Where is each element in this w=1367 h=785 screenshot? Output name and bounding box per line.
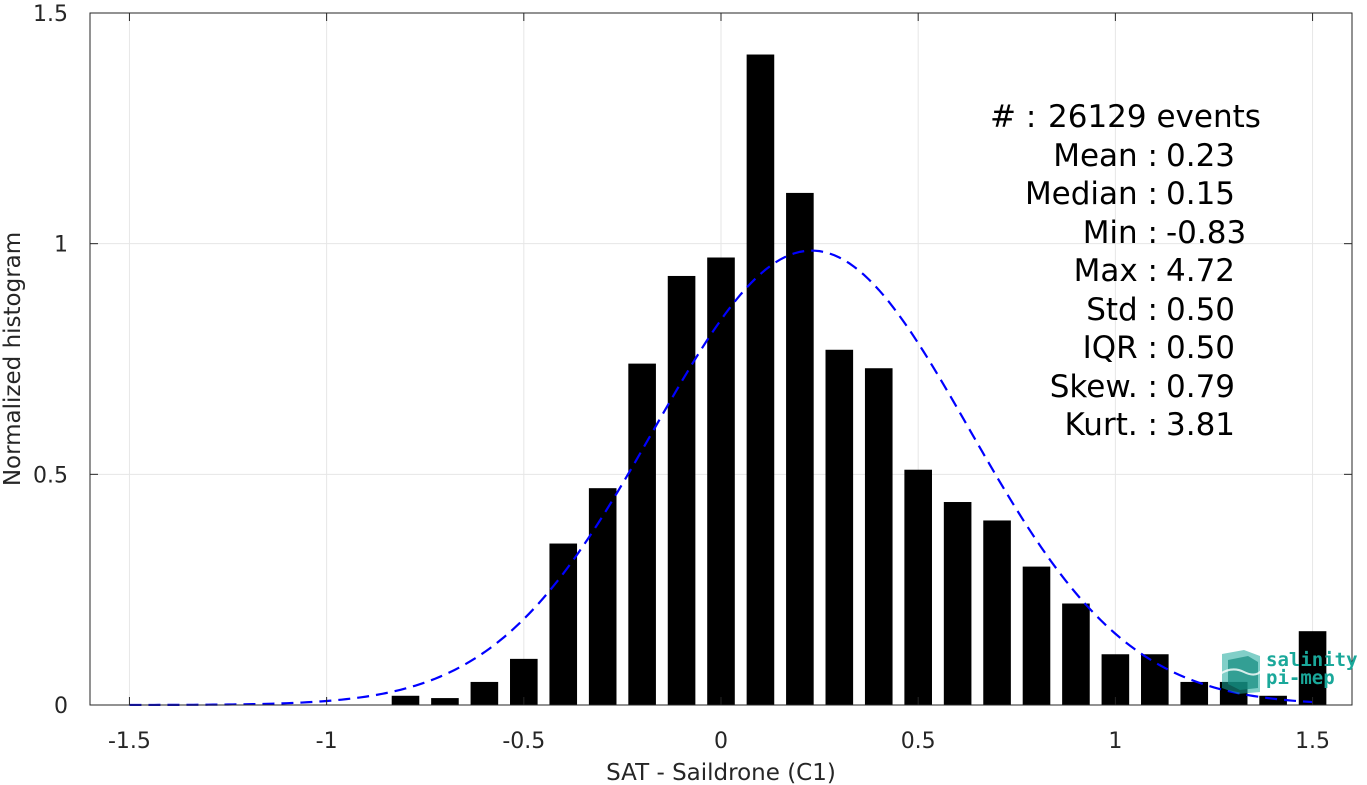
histogram-bar <box>1141 654 1169 705</box>
stat-value: 0.15 <box>1166 176 1236 212</box>
x-tick-labels: -1.5 -1 -0.5 0 0.5 1 1.5 <box>108 729 1330 754</box>
x-tick-label: 0 <box>714 729 728 754</box>
x-tick-label: 0.5 <box>901 729 936 754</box>
histogram-bar <box>864 368 893 705</box>
stat-iqr: IQR :0.50 <box>980 329 1290 368</box>
y-tick-label: 0.5 <box>33 463 68 488</box>
stat-label: Skew. : <box>1049 368 1158 405</box>
y-tick-label: 1.5 <box>33 2 68 27</box>
stat-label: Max : <box>1073 253 1158 289</box>
histogram-bar <box>628 363 656 705</box>
histogram-bar <box>588 488 617 705</box>
histogram-bar <box>1022 566 1051 705</box>
stat-skew: Skew. :0.79 <box>980 368 1290 407</box>
histogram-bar <box>1180 681 1209 705</box>
stat-label: Median : <box>1024 176 1158 212</box>
y-tick-label: 0 <box>54 694 68 719</box>
y-tick-labels: 0 0.5 1 1.5 <box>33 2 68 719</box>
histogram-bar <box>1062 603 1090 705</box>
x-tick-label: -0.5 <box>502 729 545 754</box>
stat-value: 0.23 <box>1166 137 1236 174</box>
stat-value: 4.72 <box>1166 253 1236 289</box>
histogram-bar <box>983 520 1011 705</box>
y-tick-label: 1 <box>54 233 68 258</box>
y-axis-label: Normalized histogram <box>0 232 26 486</box>
histogram-bars <box>391 54 1327 706</box>
statistics-panel: # :26129 events Mean :0.23 Median :0.15 … <box>980 98 1290 445</box>
x-tick-label: 1 <box>1108 729 1122 754</box>
histogram-bar <box>825 349 854 705</box>
histogram-bar <box>1259 695 1287 705</box>
histogram-bar <box>549 543 578 705</box>
stat-label: Kurt. : <box>1064 407 1158 443</box>
histogram-bar <box>707 257 735 705</box>
logo-text-pimep: pi-mep <box>1266 667 1335 689</box>
stat-label: IQR : <box>1082 330 1158 366</box>
stat-mean: Mean :0.23 <box>980 137 1290 176</box>
x-axis-label: SAT - Saildrone (C1) <box>606 760 836 785</box>
histogram-bar <box>943 502 972 705</box>
stat-kurt: Kurt. :3.81 <box>980 406 1290 445</box>
histogram-bar <box>391 695 420 705</box>
stat-value: 0.50 <box>1166 330 1236 366</box>
stat-value: 0.79 <box>1166 368 1236 405</box>
x-tick-label: -1 <box>316 729 338 754</box>
salinity-pi-mep-logo: salinity pi-mep <box>1218 646 1358 696</box>
stat-label: Min : <box>1082 214 1158 251</box>
stat-label: # : <box>990 99 1037 135</box>
axis-ticks <box>90 12 1352 706</box>
stat-label: Std : <box>1086 291 1158 328</box>
x-tick-label: 1.5 <box>1295 729 1330 754</box>
histogram-bar <box>470 681 499 705</box>
histogram-bar <box>746 54 775 705</box>
x-tick-label: -1.5 <box>108 729 151 754</box>
stat-value: 0.50 <box>1166 291 1236 328</box>
stat-max: Max :4.72 <box>980 252 1290 291</box>
histogram-bar <box>667 275 696 705</box>
logo-mark-icon <box>1219 650 1263 694</box>
histogram-bar <box>1101 654 1130 705</box>
histogram-bar <box>904 469 932 705</box>
stat-value: 3.81 <box>1166 407 1236 443</box>
stat-count: # : 26129 events <box>980 98 1290 137</box>
stat-value: 26129 events <box>1048 99 1261 135</box>
logo-text-salinity: salinity <box>1266 649 1358 671</box>
histogram-bar <box>1298 631 1327 705</box>
stat-value: -0.83 <box>1166 214 1247 251</box>
histogram-bar <box>431 698 459 705</box>
stat-label: Mean : <box>1053 137 1158 174</box>
stat-median: Median :0.15 <box>980 175 1290 214</box>
histogram-bar <box>786 192 814 706</box>
stat-std: Std :0.50 <box>980 291 1290 330</box>
stat-min: Min : -0.83 <box>980 214 1290 253</box>
